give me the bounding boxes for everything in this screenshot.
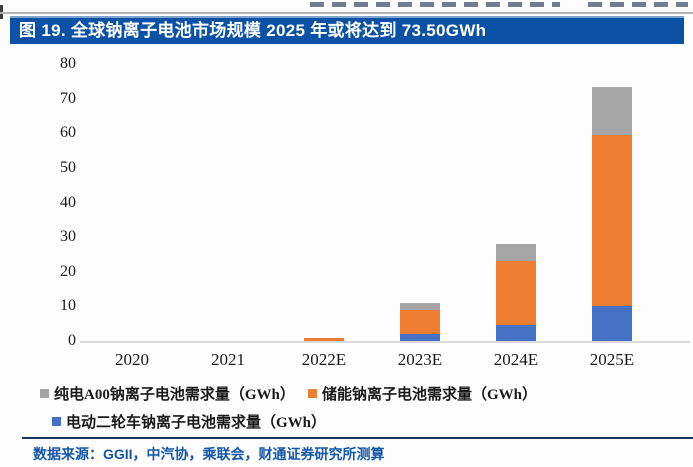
legend-swatch	[308, 389, 317, 398]
legend-label: 电动二轮车钠离子电池需求量（GWh）	[66, 415, 327, 431]
bar-segment	[400, 309, 440, 335]
bottom-divider-line	[22, 437, 693, 439]
bar-segment	[400, 302, 440, 310]
bar-segment	[400, 334, 440, 341]
y-axis-tick-label: 40	[60, 193, 76, 211]
y-axis-tick-label: 20	[60, 262, 76, 280]
y-axis-tick-label: 10	[60, 297, 76, 315]
legend-swatch	[40, 389, 49, 398]
x-axis-category-label: 2022E	[301, 350, 347, 369]
legend-label: 纯电A00钠离子电池需求量（GWh）	[54, 387, 295, 403]
bar-segment	[496, 325, 536, 341]
x-axis-category-label: 2020	[115, 350, 149, 369]
y-axis-tick-label: 80	[60, 55, 76, 72]
y-axis-tick-label: 60	[60, 124, 76, 142]
x-axis-line	[80, 341, 690, 343]
x-axis-category-label: 2024E	[493, 350, 539, 369]
x-axis-category-label: 2021	[211, 350, 245, 369]
bar-segment	[496, 261, 536, 326]
bar-segment	[592, 134, 632, 307]
legend-item: 储能钠离子电池需求量（GWh）	[308, 383, 538, 403]
bar-segment	[592, 86, 632, 135]
clipped-text-fragment	[310, 2, 560, 7]
y-axis-tick-label: 0	[68, 332, 76, 349]
y-axis-tick-label: 30	[60, 228, 76, 246]
y-axis-tick-label: 70	[60, 89, 76, 107]
legend-swatch	[52, 417, 61, 426]
top-divider-line	[0, 12, 693, 14]
legend-item: 电动二轮车钠离子电池需求量（GWh）	[52, 411, 327, 431]
bar-segment	[592, 306, 632, 341]
legend-item: 纯电A00钠离子电池需求量（GWh）	[40, 383, 295, 403]
clipped-text-fragment	[588, 2, 688, 7]
bar-segment	[496, 244, 536, 262]
figure-title: 图 19. 全球钠离子电池市场规模 2025 年或将达到 73.50GWh	[10, 16, 684, 44]
x-axis-category-label: 2023E	[397, 350, 443, 369]
bar-segment	[304, 337, 344, 341]
y-axis-tick-label: 50	[60, 158, 76, 176]
data-source-note: 数据来源：GGII，中汽协，乘联会，财通证券研究所测算	[33, 446, 385, 462]
x-axis-category-label: 2025E	[589, 350, 635, 369]
legend-label: 储能钠离子电池需求量（GWh）	[322, 387, 538, 403]
